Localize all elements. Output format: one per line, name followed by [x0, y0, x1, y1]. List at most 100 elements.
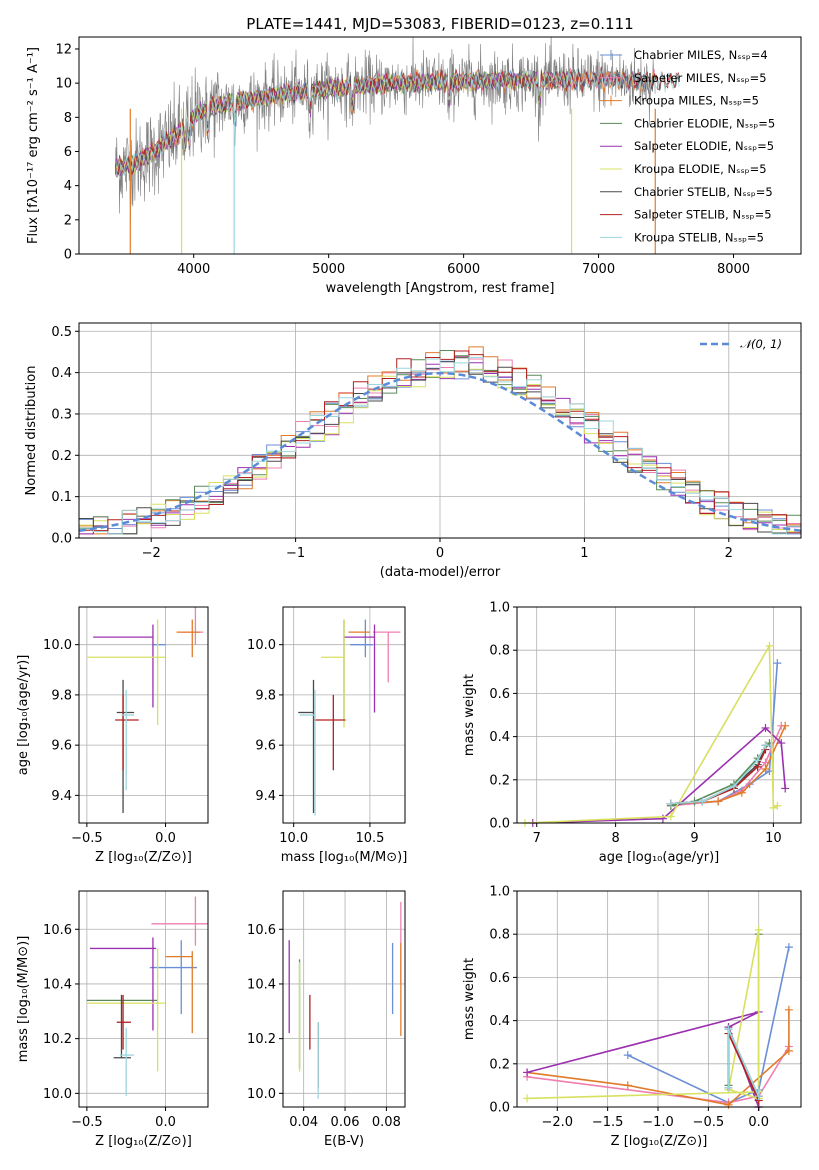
y-tick-label: 4 — [64, 179, 72, 194]
legend-label: Salpeter ELODIE, Nₛₛₚ=5 — [634, 139, 774, 153]
legend-label: Chabrier MILES, Nₛₛₚ=4 — [634, 48, 768, 62]
legend-label: Salpeter MILES, Nₛₛₚ=5 — [634, 71, 767, 85]
y-tick-label: 0 — [64, 248, 72, 263]
data-point — [714, 797, 723, 806]
data-point — [761, 741, 770, 750]
x-tick-label: 8000 — [717, 262, 750, 277]
histogram-series — [79, 350, 801, 534]
axes-frame — [78, 36, 802, 255]
y-tick-label: 10 — [55, 77, 72, 92]
axes-frame — [516, 890, 802, 1108]
x-axis-label: Z [log₁₀(Z/Z⊙)] — [95, 850, 192, 865]
data-point — [765, 641, 774, 650]
y-axis-label: Normed distribution — [24, 366, 39, 496]
y-tick-label: 10.2 — [43, 1032, 72, 1047]
data-point — [777, 739, 786, 748]
axes-frame — [282, 606, 406, 824]
y-tick-label: 0.2 — [489, 1057, 510, 1072]
data-point — [754, 1085, 763, 1094]
gaussian-curve — [78, 371, 802, 533]
x-tick-label: 0.0 — [748, 1115, 769, 1130]
data-point — [784, 1005, 793, 1014]
x-tick-label: 5000 — [312, 262, 345, 277]
y-tick-label: 10.0 — [43, 1087, 72, 1102]
y-tick-label: 9.6 — [255, 739, 276, 754]
y-tick-label: 9.4 — [255, 789, 276, 804]
axes-frame — [78, 890, 209, 1108]
x-tick-label: 10.5 — [355, 831, 384, 846]
y-tick-label: 6 — [64, 145, 72, 160]
y-tick-label: 0.2 — [51, 449, 72, 464]
y-tick-label: 10.0 — [247, 638, 276, 653]
data-point — [658, 814, 667, 823]
x-tick-label: 0.08 — [372, 1115, 401, 1130]
y-tick-label: 9.6 — [51, 739, 72, 754]
histogram-series — [79, 356, 801, 535]
data-point — [761, 765, 770, 773]
x-axis-label: E(B-V) — [324, 1134, 364, 1149]
mass-weight-series — [670, 725, 783, 807]
data-point — [761, 723, 770, 732]
data-point — [781, 784, 790, 793]
y-tick-label: 0.4 — [489, 730, 510, 745]
data-point — [623, 1081, 632, 1090]
data-point — [666, 799, 675, 808]
x-tick-label: −1.5 — [592, 1115, 624, 1130]
x-tick-label: −2.0 — [541, 1115, 573, 1130]
x-tick-label: −1.0 — [642, 1115, 674, 1130]
y-tick-label: 0.4 — [489, 1014, 510, 1029]
x-axis-label: Z [log₁₀(Z/Z⊙)] — [611, 1134, 708, 1149]
x-tick-label: 0.06 — [331, 1115, 360, 1130]
data-point — [773, 659, 782, 668]
data-point — [523, 1094, 532, 1103]
data-point — [753, 756, 762, 765]
legend-label: Kroupa STELIB, Nₛₛₚ=5 — [634, 230, 764, 244]
x-tick-label: 7000 — [582, 262, 615, 277]
y-tick-label: 9.8 — [255, 688, 276, 703]
mass-weight-series — [670, 663, 779, 805]
mass-weight-series — [524, 643, 778, 824]
x-tick-label: 10 — [765, 831, 782, 846]
y-tick-label: 1.0 — [489, 885, 510, 900]
x-tick-label: −2 — [142, 546, 161, 561]
y-axis-label: Flux [fλ10⁻¹⁷ erg cm⁻² s⁻¹ A⁻¹] — [26, 47, 41, 244]
mass-weight-series — [670, 725, 786, 805]
x-axis-label: age [log₁₀(age/yr)] — [599, 850, 720, 865]
data-point — [737, 788, 746, 797]
y-tick-label: 0.0 — [489, 1101, 510, 1116]
x-tick-label: 0.0 — [155, 1115, 176, 1130]
y-tick-label: 0.4 — [51, 366, 72, 381]
x-tick-label: 0 — [436, 546, 444, 561]
mass-weight-series — [527, 929, 760, 1100]
x-tick-label: 0.0 — [155, 831, 176, 846]
observed-spectrum-line — [115, 37, 656, 224]
data-point — [724, 1025, 733, 1034]
x-tick-label: 8 — [611, 831, 619, 846]
mass-weight-series — [627, 947, 790, 1104]
y-tick-label: 10.2 — [247, 1032, 276, 1047]
data-point — [773, 801, 782, 810]
data-point — [729, 782, 738, 791]
y-tick-label: 8 — [64, 111, 72, 126]
x-tick-label: −0.5 — [71, 831, 103, 846]
y-tick-label: 10.6 — [247, 923, 276, 938]
data-point — [754, 925, 763, 934]
data-point — [784, 943, 793, 952]
y-axis-label: mass weight — [462, 958, 477, 1040]
x-axis-label: (data-model)/error — [380, 565, 501, 580]
y-axis-label: age [log₁₀(age/yr)] — [16, 655, 31, 776]
x-tick-label: 2 — [725, 546, 733, 561]
x-tick-label: 6000 — [447, 262, 480, 277]
data-point — [698, 797, 707, 806]
y-tick-label: 0.0 — [489, 817, 510, 832]
data-point — [623, 1051, 632, 1060]
y-tick-label: 0.8 — [489, 928, 510, 943]
mass-weight-series — [670, 749, 767, 805]
y-tick-label: 10.0 — [43, 638, 72, 653]
data-point — [523, 1068, 532, 1077]
x-axis-label: Z [log₁₀(Z/Z⊙)] — [95, 1134, 192, 1149]
x-tick-label: 7 — [533, 831, 541, 846]
data-point — [666, 812, 675, 821]
y-tick-label: 10.4 — [43, 977, 72, 992]
data-point — [724, 1083, 733, 1092]
